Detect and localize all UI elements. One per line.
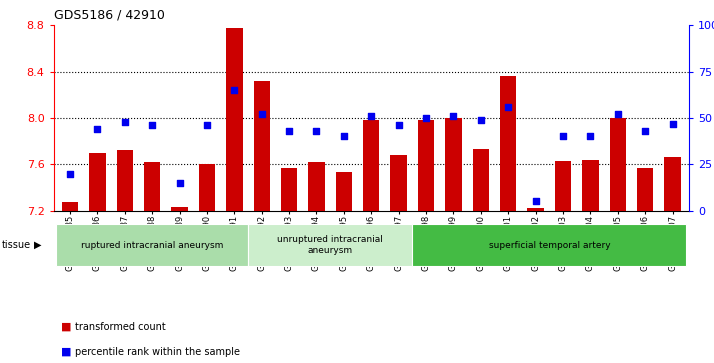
Bar [89, 153, 106, 211]
Point [119, 119, 131, 125]
Bar [226, 28, 243, 211]
Text: ▶: ▶ [34, 240, 42, 250]
Bar [144, 162, 161, 211]
Bar [500, 76, 516, 211]
Bar [116, 150, 133, 211]
Point [585, 134, 596, 139]
Text: ■: ■ [61, 347, 71, 357]
Point [64, 171, 76, 176]
Point [667, 121, 678, 126]
Bar [363, 120, 380, 211]
Point [311, 128, 322, 134]
Bar [473, 149, 489, 211]
Bar [637, 168, 653, 211]
Bar [62, 203, 79, 211]
Text: percentile rank within the sample: percentile rank within the sample [75, 347, 240, 357]
Bar [528, 208, 544, 211]
Point [228, 87, 240, 93]
Point [558, 134, 569, 139]
Point [338, 134, 350, 139]
Point [503, 104, 514, 110]
Text: superficial temporal artery: superficial temporal artery [488, 241, 610, 249]
Bar [336, 172, 352, 211]
Bar [446, 118, 462, 211]
Text: tissue: tissue [1, 240, 31, 250]
Bar [56, 224, 248, 266]
Point [201, 122, 213, 128]
Point [640, 128, 651, 134]
Point [256, 111, 268, 117]
Bar [171, 207, 188, 211]
Bar [308, 162, 325, 211]
Point [612, 111, 623, 117]
Point [421, 115, 432, 121]
Point [174, 180, 185, 185]
Text: transformed count: transformed count [75, 322, 166, 332]
Text: GDS5186 / 42910: GDS5186 / 42910 [54, 9, 164, 22]
Point [475, 117, 486, 123]
Point [146, 122, 158, 128]
Bar [281, 168, 297, 211]
Text: unruptured intracranial
aneurysm: unruptured intracranial aneurysm [277, 235, 383, 255]
Point [283, 128, 295, 134]
Point [91, 126, 103, 132]
Point [530, 198, 541, 204]
Bar [555, 161, 571, 211]
Bar [664, 157, 680, 211]
Text: ■: ■ [61, 322, 71, 332]
Bar [413, 224, 686, 266]
Text: ruptured intracranial aneurysm: ruptured intracranial aneurysm [81, 241, 223, 249]
Bar [418, 120, 434, 211]
Bar [391, 155, 407, 211]
Point [393, 122, 404, 128]
Bar [253, 81, 270, 211]
Point [448, 113, 459, 119]
Bar [610, 118, 626, 211]
Point [366, 113, 377, 119]
Bar [248, 224, 413, 266]
Bar [198, 164, 215, 211]
Bar [582, 160, 598, 211]
